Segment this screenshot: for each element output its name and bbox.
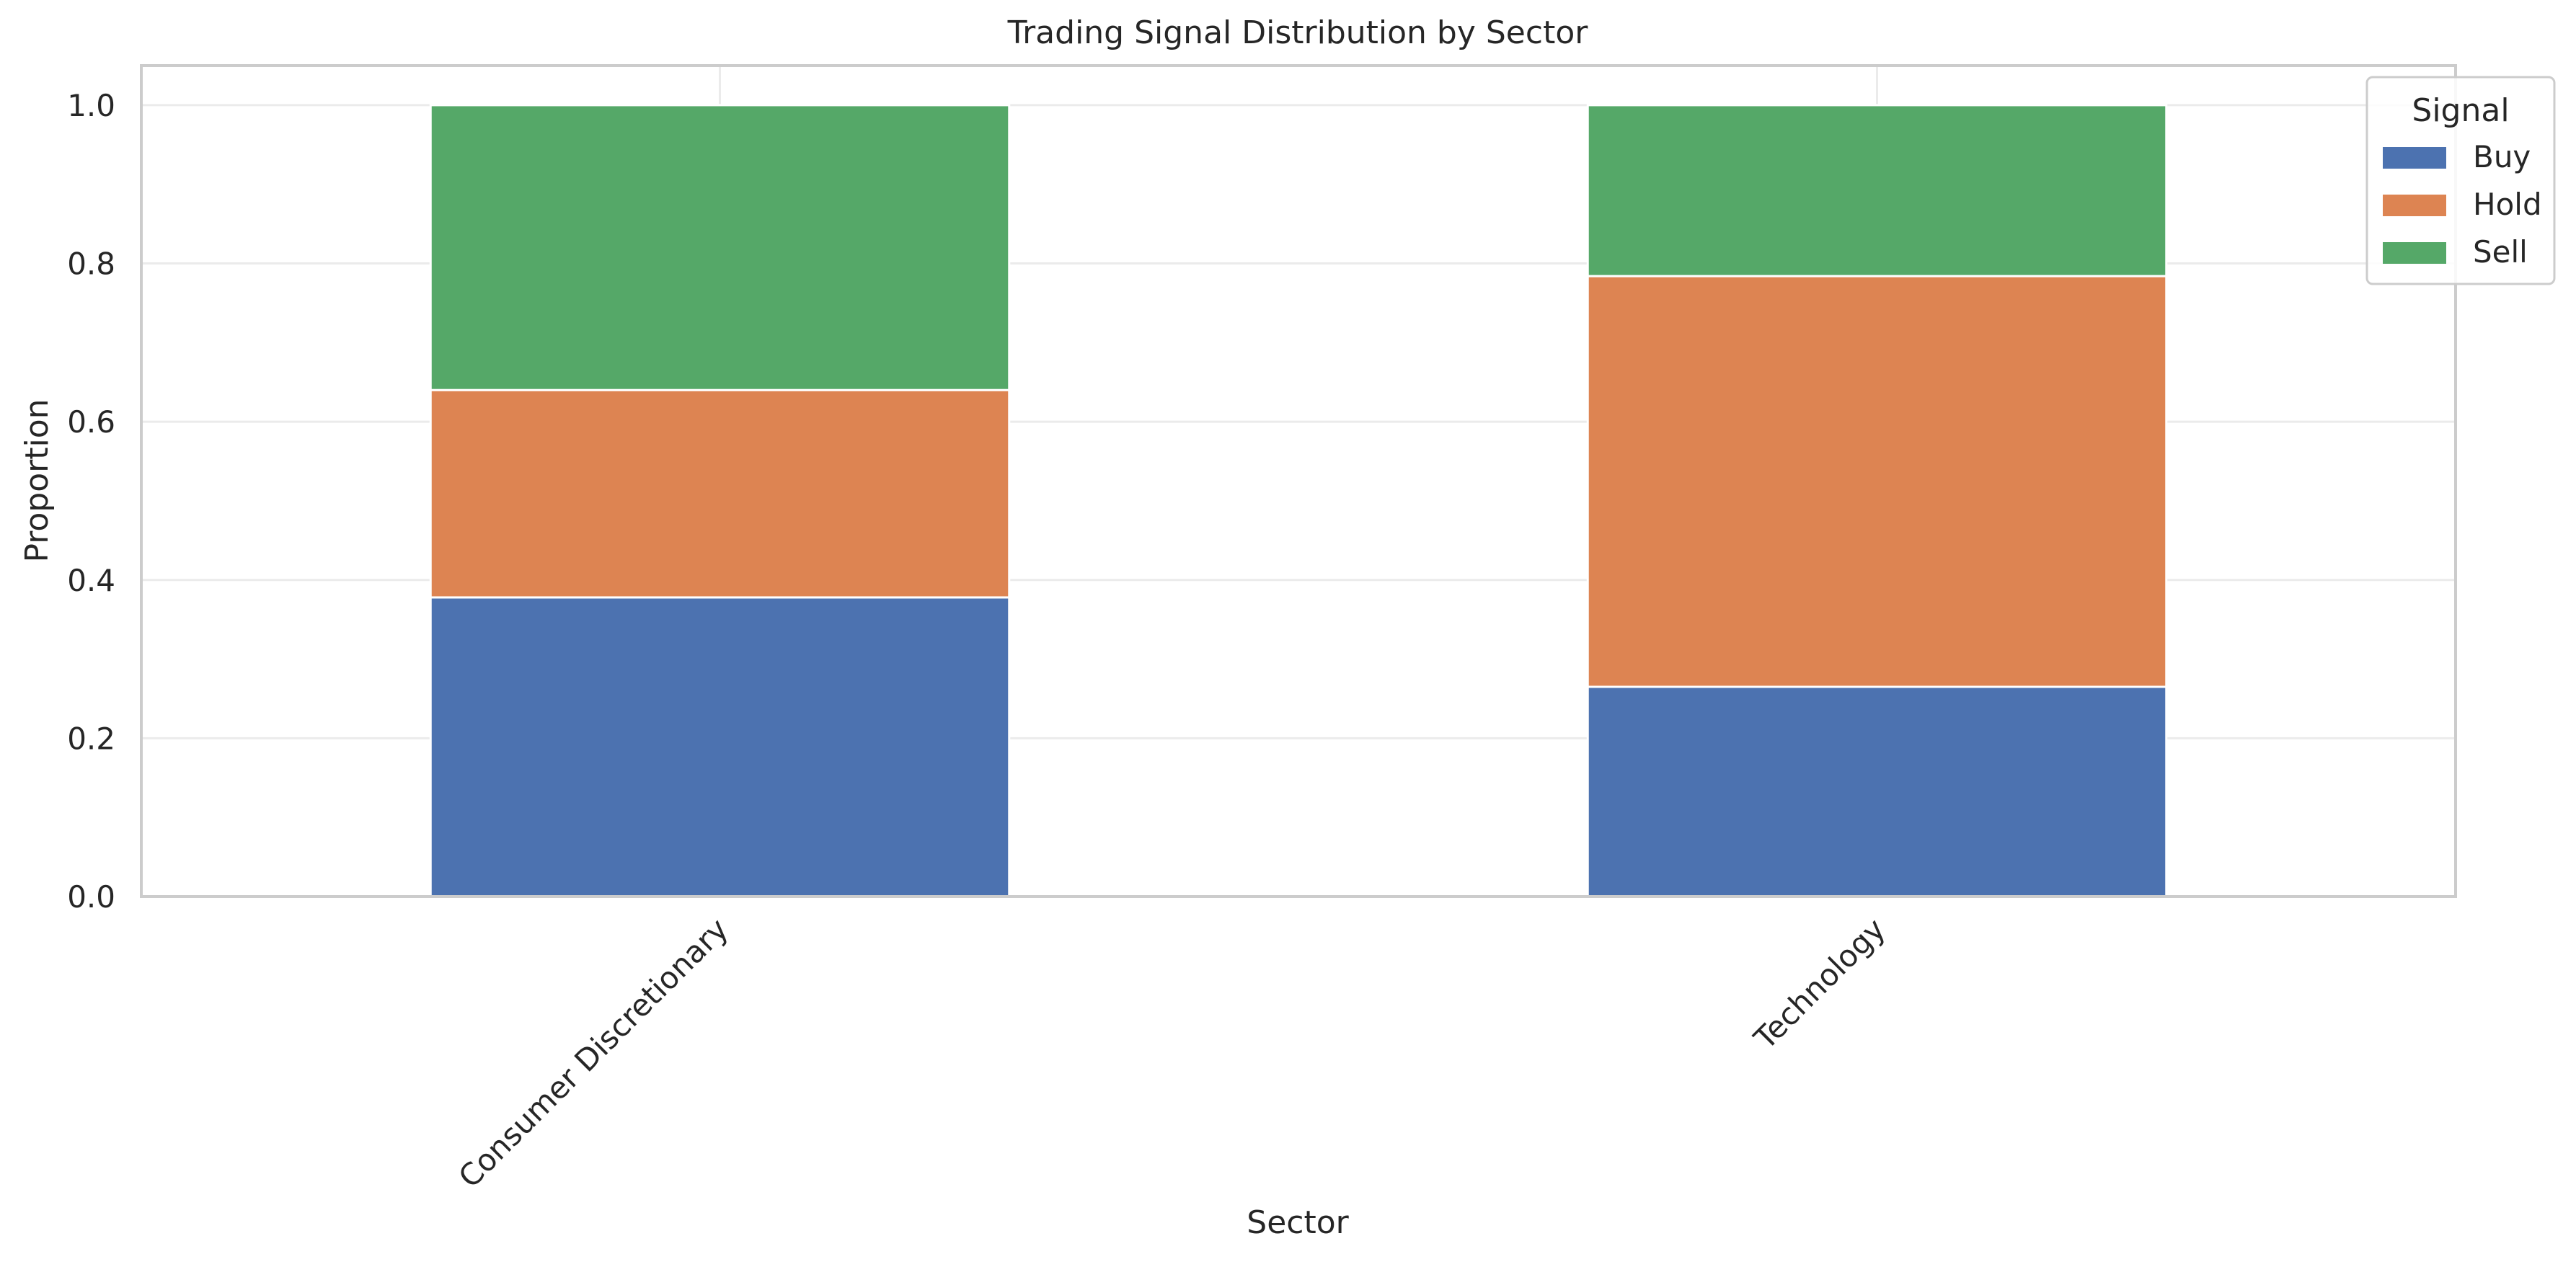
legend-label: Buy: [2473, 139, 2531, 174]
x-axis-label: Sector: [1247, 1204, 1349, 1241]
legend-label: Hold: [2473, 187, 2542, 222]
bar-segment-hold: [429, 388, 1011, 599]
y-axis-label: Proportion: [19, 399, 56, 562]
bars: [429, 104, 2168, 898]
bar-segment-hold: [1586, 275, 2168, 688]
plot-area-frame: [140, 64, 2457, 898]
bar-segment-sell: [429, 104, 1011, 391]
legend-swatch-hold: [2383, 195, 2446, 216]
bar-segment-buy: [429, 596, 1011, 898]
bar-segment-buy: [1586, 685, 2168, 898]
y-tick-label: 0.4: [67, 563, 115, 598]
legend-swatch-buy: [2383, 147, 2446, 169]
y-tick-label: 0.2: [67, 721, 115, 756]
y-tick-label: 0.8: [67, 246, 115, 282]
legend: Signal Buy Hold Sell: [2365, 76, 2556, 285]
legend-title: Signal: [2412, 92, 2509, 129]
chart-title: Trading Signal Distribution by Sector: [1007, 14, 1589, 51]
y-axis-ticks: 0.0 0.2 0.4 0.6 0.8 1.0: [67, 88, 115, 915]
y-tick-label: 1.0: [67, 88, 115, 123]
y-tick-label: 0.6: [67, 404, 115, 440]
legend-items: Buy Hold Sell: [2383, 139, 2542, 270]
legend-box: [2365, 76, 2556, 285]
bar-segment-sell: [1586, 104, 2168, 277]
legend-swatch-sell: [2383, 242, 2446, 264]
y-tick-label: 0.0: [67, 879, 115, 915]
legend-label: Sell: [2473, 234, 2528, 270]
